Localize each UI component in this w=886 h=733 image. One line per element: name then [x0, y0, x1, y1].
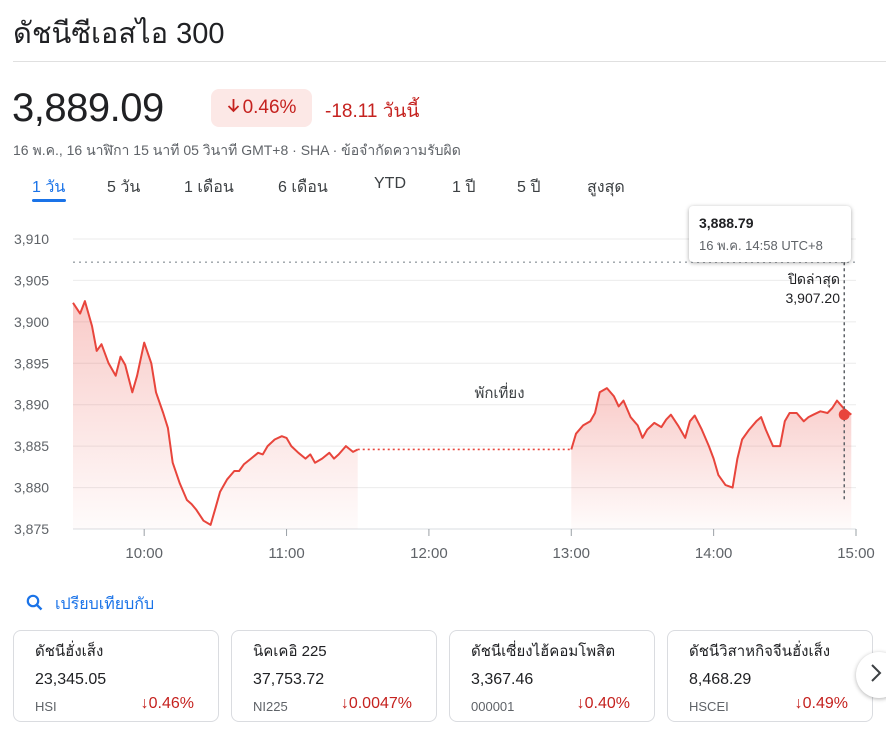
x-tick-label: 13:00: [552, 545, 590, 562]
arrow-down-icon: ↓: [140, 695, 149, 712]
x-tick-label: 10:00: [125, 545, 163, 562]
y-tick-label: 3,895: [14, 355, 49, 371]
hover-point: [838, 409, 850, 421]
card-value: 23,345.05: [35, 671, 107, 688]
x-tick-label: 12:00: [410, 545, 448, 562]
arrow-down-icon: ↓: [576, 695, 585, 712]
card-symbol: HSCEI: [689, 699, 729, 714]
card-change: ↓0.40%: [576, 695, 630, 712]
afternoon-series-area: [571, 388, 852, 529]
card-name: ดัชนีฮั่งเส็ง: [35, 643, 104, 660]
y-tick-label: 3,890: [14, 397, 49, 413]
previous-close-value: 3,907.20: [785, 290, 841, 306]
card-value: 8,468.29: [689, 671, 752, 688]
tab-1d[interactable]: 1 วัน: [32, 179, 66, 196]
compare-button[interactable]: เปรียบเทียบกับ: [26, 592, 154, 617]
card-name: ดัชนีเซี่ยงไฮ้คอมโพสิต: [471, 643, 616, 660]
y-tick-label: 3,880: [14, 480, 49, 496]
previous-close-label: ปิดล่าสุด: [787, 271, 840, 287]
card-symbol: HSI: [35, 699, 57, 714]
arrow-down-icon: ↓: [794, 695, 803, 712]
next-cards-button[interactable]: [856, 652, 886, 698]
tab-1y[interactable]: 1 ปี: [452, 179, 476, 196]
tab-max[interactable]: สูงสุด: [587, 179, 625, 196]
tab-ytd[interactable]: YTD: [374, 175, 406, 192]
card-change: ↓0.49%: [794, 695, 848, 712]
lunch-break-label: พักเที่ยง: [474, 382, 524, 402]
tab-1m[interactable]: 1 เดือน: [184, 179, 234, 196]
change-absolute: -18.11 วันนี้: [325, 101, 420, 122]
tab-6m[interactable]: 6 เดือน: [278, 179, 328, 196]
tooltip-value: 3,888.79: [699, 215, 754, 231]
tab-5y[interactable]: 5 ปี: [517, 179, 541, 196]
card-symbol: 000001: [471, 699, 515, 714]
previous-close: ปิดล่าสุด 3,907.20: [786, 270, 841, 308]
card-name: นิคเคอิ 225: [253, 643, 327, 660]
related-index-card[interactable]: ดัชนีวิสาหกิจจีนฮั่งเส็ง 8,468.29 HSCEI …: [667, 630, 873, 722]
change-percent-badge: 0.46%: [211, 89, 312, 127]
arrow-down-icon: [227, 97, 240, 119]
x-tick-label: 15:00: [837, 545, 875, 562]
related-index-card[interactable]: ดัชนีฮั่งเส็ง 23,345.05 HSI ↓0.46%: [13, 630, 219, 722]
x-tick-label: 11:00: [268, 545, 304, 562]
compare-label: เปรียบเทียบกับ: [55, 596, 155, 613]
card-name: ดัชนีวิสาหกิจจีนฮั่งเส็ง: [689, 643, 831, 660]
hover-tooltip: 3,888.79 16 พ.ค. 14:58 UTC+8: [689, 206, 851, 262]
tab-5d[interactable]: 5 วัน: [107, 179, 141, 196]
y-tick-label: 3,905: [14, 272, 49, 288]
card-value: 3,367.46: [471, 671, 534, 688]
arrow-down-icon: ↓: [340, 695, 349, 712]
y-tick-label: 3,910: [14, 231, 49, 247]
card-symbol: NI225: [253, 699, 288, 714]
current-price: 3,889.09: [12, 86, 164, 130]
change-percent-value: 0.46%: [242, 97, 297, 118]
related-index-card[interactable]: นิคเคอิ 225 37,753.72 NI225 ↓0.0047%: [231, 630, 437, 722]
y-tick-label: 3,900: [14, 314, 49, 330]
active-tab-indicator: [32, 199, 66, 202]
header-divider: [13, 61, 886, 62]
morning-series-area: [73, 301, 358, 529]
y-tick-label: 3,885: [14, 438, 49, 454]
search-icon: [26, 594, 55, 616]
afternoon-series-line: [570, 387, 852, 489]
x-tick-label: 14:00: [695, 545, 733, 562]
related-index-card[interactable]: ดัชนีเซี่ยงไฮ้คอมโพสิต 3,367.46 000001 ↓…: [449, 630, 655, 722]
tooltip-time: 16 พ.ค. 14:58 UTC+8: [699, 238, 823, 253]
morning-series-line: [72, 300, 359, 526]
card-value: 37,753.72: [253, 671, 325, 688]
chevron-right-icon: [870, 663, 882, 688]
price-chart[interactable]: 3,910 3,905 3,900 3,895 3,890 3,885 3,880 3,875…: [0, 200, 886, 570]
y-tick-label: 3,875: [14, 521, 49, 537]
price-meta: 16 พ.ค., 16 นาฬิกา 15 นาที 05 วินาที GMT…: [13, 142, 461, 158]
card-change: ↓0.46%: [140, 695, 194, 712]
page-title: ดัชนีซีเอสไอ 300: [13, 18, 225, 50]
card-change: ↓0.0047%: [340, 695, 412, 712]
